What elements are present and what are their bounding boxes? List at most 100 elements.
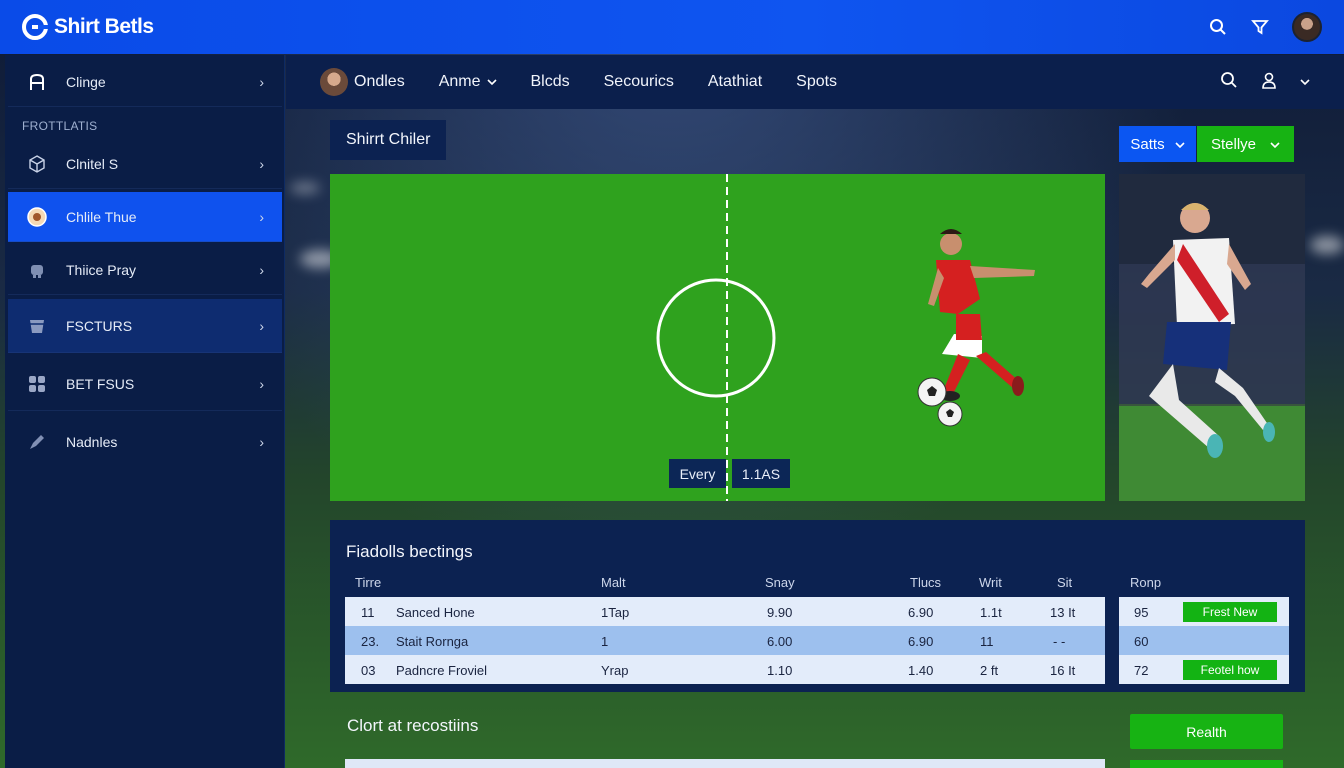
- nav-actions: [1220, 71, 1310, 94]
- text-a-icon: [26, 71, 48, 93]
- brand[interactable]: Shirt Betls: [22, 14, 154, 40]
- nav-item-label: Secourics: [603, 73, 674, 90]
- row-name: Sanced Hone: [396, 605, 475, 620]
- row-snay: 9.90: [767, 605, 793, 620]
- row-writ: 11: [980, 634, 994, 649]
- column-header: Writ: [979, 575, 1002, 590]
- frest-new-button[interactable]: Frest New: [1183, 602, 1277, 622]
- sidebar-item-thiice-pray[interactable]: Thiice Pray ›: [8, 245, 282, 295]
- column-header: Sit: [1057, 575, 1073, 590]
- ball-icon: [26, 206, 48, 228]
- brand-name: Shirt Betls: [54, 15, 154, 38]
- sidebar-item-fscturs[interactable]: FSCTURS ›: [8, 299, 282, 353]
- section-title: Clort at recostiins: [347, 716, 479, 735]
- sidebar-section-label: FROTTLATIS: [22, 119, 98, 133]
- avatar: [320, 68, 348, 96]
- nav-item-label: Blcds: [530, 73, 570, 90]
- pen-icon: [26, 431, 48, 453]
- nav-item-label: Atathiat: [707, 73, 763, 90]
- column-header: Tirre: [355, 575, 382, 590]
- table-row[interactable]: 23. Stait Rornga 1 6.00 6.90 11 - -: [345, 626, 1105, 655]
- cube-icon: [26, 153, 48, 175]
- row-ronp: 60: [1134, 634, 1149, 649]
- nav-item-atathiat[interactable]: Atathiat: [708, 73, 762, 91]
- row-sit: - -: [1053, 634, 1066, 649]
- player-figure: [928, 229, 1035, 401]
- row-malt: 1: [601, 634, 609, 649]
- chevron-down-icon: [1175, 136, 1185, 153]
- chevron-right-icon: ›: [259, 261, 264, 278]
- row-snay: 6.00: [767, 634, 793, 649]
- sidebar-item-label: Nadnles: [66, 434, 118, 450]
- top-bar: Shirt Betls: [0, 0, 1344, 54]
- chevron-right-icon: ›: [259, 375, 264, 392]
- stellye-dropdown-button[interactable]: Stellye: [1197, 126, 1294, 162]
- nav-item-ondles[interactable]: Ondles: [320, 68, 405, 96]
- chevron-down-icon: [486, 73, 497, 91]
- sidebar-item-bet-fsus[interactable]: BET FSUS ›: [8, 357, 282, 411]
- chevron-down-icon[interactable]: [1300, 73, 1310, 91]
- table-row-side: 60: [1119, 626, 1289, 655]
- chevron-right-icon: ›: [259, 155, 264, 172]
- table-row-side: 72 Feotel how: [1119, 655, 1289, 684]
- chevron-right-icon: ›: [259, 73, 264, 90]
- sidebar-item-label: BET FSUS: [66, 375, 135, 392]
- nav-item-label: Spots: [796, 73, 838, 90]
- brand-logo-icon: [22, 14, 48, 40]
- score-left: Every: [669, 459, 726, 488]
- row-ronp: 72: [1134, 663, 1149, 678]
- feotel-how-button[interactable]: Feotel how: [1183, 660, 1277, 680]
- sidebar-item-clnitel[interactable]: Clnitel S ›: [8, 139, 282, 189]
- satts-dropdown-button[interactable]: Satts: [1119, 126, 1196, 162]
- table-row[interactable]: 03 Padncre Froviel Yrap 1.10 1.40 2 ft 1…: [345, 655, 1105, 684]
- table-row: [345, 759, 1105, 768]
- stadium-light: [290, 182, 320, 194]
- nav-item-label: Ondles: [354, 73, 405, 90]
- row-ronp: 95: [1134, 605, 1149, 620]
- nav-item-anme[interactable]: Anme: [439, 73, 497, 91]
- row-sit: 13 It: [1050, 605, 1076, 620]
- match-title: Shirrt Chiler: [330, 120, 446, 160]
- section-title: Fiadolls bectings: [346, 542, 473, 561]
- realth-button[interactable]: Realth: [1130, 714, 1283, 749]
- nav-item-blcds[interactable]: Blcds: [531, 73, 570, 91]
- soccer-ball: [937, 401, 963, 427]
- sidebar: Clinge › FROTTLATIS Clnitel S › Chlile T…: [5, 55, 285, 768]
- sidebar-item-chlile-thue[interactable]: Chlile Thue ›: [8, 192, 282, 242]
- search-icon[interactable]: [1220, 71, 1238, 94]
- search-icon[interactable]: [1208, 17, 1228, 37]
- main-nav: Ondles Anme Blcds Secourics Atathiat Spo…: [286, 55, 1344, 109]
- row-writ: 1.1t: [980, 605, 1002, 620]
- pitch-view[interactable]: [330, 174, 1105, 501]
- bets-panel: Fiadolls bectings Tirre Malt Snay Tlucs …: [330, 520, 1305, 692]
- chevron-right-icon: ›: [259, 317, 264, 334]
- robot-icon: [26, 259, 48, 281]
- column-header: Tlucs: [910, 575, 942, 590]
- center-circle: [656, 278, 776, 398]
- sidebar-item-label: Thiice Pray: [66, 261, 137, 278]
- row-tlucs: 6.90: [908, 605, 934, 620]
- filter-icon[interactable]: [1250, 17, 1270, 37]
- user-icon[interactable]: [1260, 71, 1278, 94]
- sidebar-item-clinge[interactable]: Clinge ›: [8, 57, 282, 107]
- nav-item-spots[interactable]: Spots: [796, 73, 837, 91]
- stadium-light: [1310, 236, 1344, 254]
- row-number: 11: [361, 605, 375, 620]
- chevron-down-icon: [1270, 136, 1280, 153]
- row-name: Padncre Froviel: [396, 663, 488, 678]
- column-header: Malt: [601, 575, 626, 590]
- table-row[interactable]: 11 Sanced Hone 1Tap 9.90 6.90 1.1t 13 It: [345, 597, 1105, 626]
- row-malt: 1Tap: [601, 605, 630, 620]
- sidebar-item-label: Clnitel S: [66, 155, 119, 172]
- sidebar-item-nadnles[interactable]: Nadnles ›: [8, 415, 282, 469]
- column-header: Snay: [765, 575, 795, 590]
- nav-item-secourics[interactable]: Secourics: [604, 73, 674, 91]
- row-snay: 1.10: [767, 663, 793, 678]
- row-malt: Yrap: [601, 663, 629, 678]
- avatar[interactable]: [1292, 12, 1322, 42]
- row-writ: 2 ft: [980, 663, 999, 678]
- soccer-ball: [917, 377, 947, 407]
- sidebar-item-label: FSCTURS: [66, 317, 133, 334]
- secondary-button[interactable]: [1130, 760, 1283, 768]
- chevron-right-icon: ›: [259, 208, 264, 225]
